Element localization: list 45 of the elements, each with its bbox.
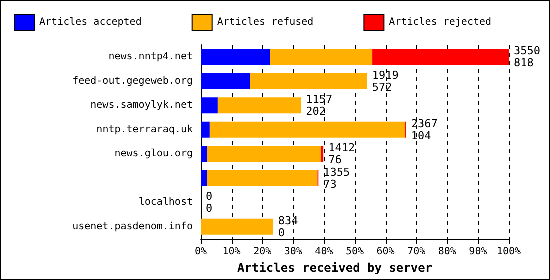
y-tick-label: news.samoylyk.net bbox=[90, 100, 193, 112]
annotation: 834 0 bbox=[278, 214, 299, 240]
bar bbox=[372, 49, 509, 66]
bar bbox=[201, 98, 218, 114]
annotation: 2367 104 bbox=[411, 117, 438, 142]
x-tick-label: 30% bbox=[284, 246, 302, 258]
x-tick-label: 50% bbox=[346, 246, 364, 258]
bar bbox=[250, 73, 368, 90]
annotation: 1355 73 bbox=[324, 166, 350, 191]
x-tick-label: 60% bbox=[376, 246, 395, 258]
annotation: 1919 572 bbox=[372, 68, 399, 94]
annotation: 0 0 bbox=[206, 190, 213, 216]
bar bbox=[210, 122, 406, 138]
x-tick-label: 90% bbox=[469, 246, 488, 258]
legend-label: Articles rejected bbox=[389, 17, 492, 28]
annotation: 1412 76 bbox=[328, 142, 356, 167]
bar bbox=[270, 49, 373, 66]
bar bbox=[201, 218, 274, 235]
y-tick-label: usenet.pasdenom.info bbox=[72, 221, 193, 232]
bar bbox=[201, 170, 208, 186]
x-tick-label: 40% bbox=[315, 246, 334, 258]
bar bbox=[321, 146, 324, 162]
legend-label: Articles refused bbox=[217, 17, 314, 28]
bar bbox=[207, 146, 322, 162]
y-tick-label: feed-out.gegeweb.org bbox=[72, 76, 193, 87]
x-tick-label: 10% bbox=[222, 246, 241, 258]
annotation: 1157 202 bbox=[306, 93, 333, 118]
bar bbox=[201, 146, 208, 162]
bar bbox=[218, 98, 302, 114]
y-tick-label: news.glou.org bbox=[114, 148, 193, 160]
text: 3550 818 bbox=[514, 44, 540, 70]
x-tick-label: 100% bbox=[496, 246, 522, 258]
x-axis-title: Articles received by server bbox=[237, 260, 433, 275]
x-tick-label: 80% bbox=[438, 246, 456, 258]
legend-label: Articles accepted bbox=[40, 17, 142, 28]
y-tick-label: localhost bbox=[138, 197, 193, 208]
x-tick-label: 70% bbox=[408, 246, 426, 258]
x-tick-label: 0% bbox=[194, 246, 208, 258]
bar bbox=[207, 170, 318, 186]
y-tick-label: nntp.terraraq.uk bbox=[96, 124, 193, 136]
bar bbox=[201, 73, 250, 90]
bar bbox=[201, 122, 210, 138]
x-tick-label: 20% bbox=[254, 246, 272, 258]
y-tick-label: news.nntp4.net bbox=[108, 52, 193, 63]
bar bbox=[201, 49, 270, 66]
